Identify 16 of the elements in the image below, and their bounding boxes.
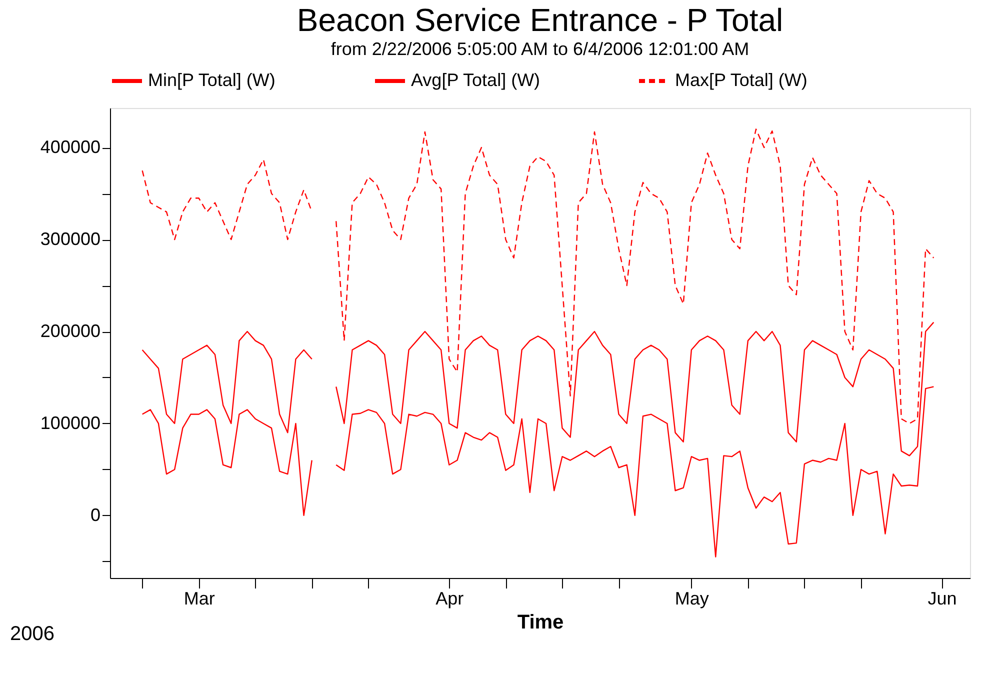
legend-label: Min[P Total] (W) (148, 70, 276, 90)
y-tick-label: 400000 (40, 137, 100, 158)
legend-label: Max[P Total] (W) (675, 70, 808, 90)
chart-title: Beacon Service Entrance - P Total (296, 2, 784, 38)
x-tick-label: Jun (928, 588, 957, 608)
x-tick-label: Mar (184, 588, 215, 608)
y-tick-label: 0 (90, 504, 100, 525)
text: 2006 (10, 623, 54, 645)
x-tick-label: May (674, 588, 709, 608)
chart-subtitle: from 2/22/2006 5:05:00 AM to 6/4/2006 12:01:00 AM (330, 39, 750, 59)
x-axis-title: Time (517, 612, 564, 634)
y-tick-label: 300000 (40, 229, 100, 250)
y-tick-label: 200000 (40, 321, 100, 342)
y-tick-label: 100000 (40, 412, 100, 433)
x-tick-label: Apr (436, 588, 464, 608)
legend-label: Avg[P Total] (W) (411, 70, 540, 90)
